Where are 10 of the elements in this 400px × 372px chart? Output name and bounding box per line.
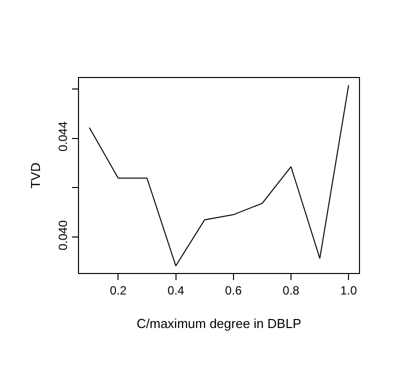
x-tick-label: 0.8 — [282, 283, 300, 298]
line-series — [88, 84, 350, 266]
y-axis-title: TVD — [28, 162, 44, 188]
x-axis-title: C/maximum degree in DBLP — [136, 316, 302, 331]
x-tick-label: 1.0 — [340, 283, 358, 298]
x-tick-label: 0.4 — [167, 283, 184, 298]
x-tick-label: 0.6 — [225, 283, 242, 298]
y-tick-label: 0.044 — [56, 121, 70, 152]
y-tick-label: 0.040 — [56, 220, 70, 250]
x-tick-label: 0.2 — [110, 283, 127, 298]
